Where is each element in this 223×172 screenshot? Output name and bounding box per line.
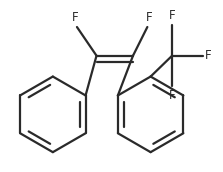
Text: F: F [169, 9, 176, 23]
Text: F: F [205, 49, 212, 62]
Text: F: F [72, 11, 78, 24]
Text: F: F [169, 89, 176, 102]
Text: F: F [146, 11, 153, 24]
